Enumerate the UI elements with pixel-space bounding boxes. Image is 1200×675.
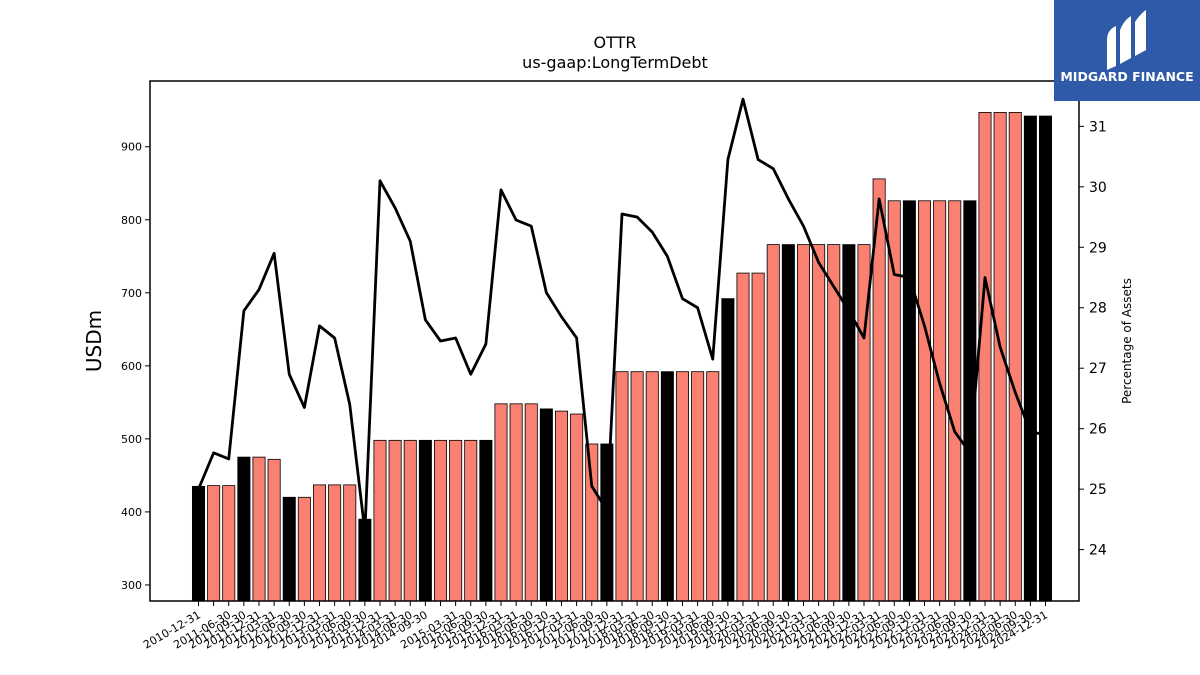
bar — [842, 244, 856, 602]
logo-mark-icon — [1107, 10, 1146, 70]
bar — [766, 244, 780, 602]
bar — [343, 484, 357, 602]
bar — [237, 456, 251, 602]
bar — [585, 443, 599, 602]
logo-text: MIDGARD FINANCE — [1060, 69, 1193, 84]
bar-series — [191, 112, 1053, 602]
bar — [252, 456, 266, 602]
y-tick-label: 500 — [121, 433, 142, 446]
x-axis: 2010-12-312011-06-302011-09-302011-12-31… — [141, 601, 1050, 652]
bar — [388, 439, 402, 602]
bar — [827, 244, 841, 602]
bar — [539, 408, 553, 602]
y-axis-right: 24 25 26 27 28 29 30 31 — [1079, 119, 1107, 559]
bar — [418, 439, 432, 602]
bar — [449, 439, 463, 602]
bar — [267, 458, 281, 602]
bar — [902, 200, 916, 602]
bar — [812, 244, 826, 602]
bar — [1008, 112, 1022, 602]
brand-logo: MIDGARD FINANCE — [1054, 0, 1200, 101]
bar — [191, 485, 205, 602]
bar — [479, 439, 493, 602]
percentage-line — [197, 97, 1046, 533]
y2-tick-label: 26 — [1089, 422, 1107, 438]
y2-tick-label: 25 — [1089, 482, 1107, 498]
bar — [403, 439, 417, 602]
y-tick-label: 900 — [121, 141, 142, 154]
bar — [1023, 115, 1037, 602]
bar — [918, 200, 932, 602]
chart-title: OTTR — [594, 33, 637, 52]
y-tick-label: 400 — [121, 506, 142, 519]
bar — [630, 371, 644, 602]
chart-subtitle: us-gaap:LongTermDebt — [522, 53, 708, 72]
bar — [948, 200, 962, 602]
y-tick-label: 800 — [121, 214, 142, 227]
y-tick-label: 700 — [121, 287, 142, 300]
bar — [509, 403, 523, 602]
y-axis-left: 300 400 500 600 700 800 900 — [121, 141, 150, 592]
bar — [978, 112, 992, 602]
bar — [433, 439, 447, 602]
y-axis-label: USDm — [82, 310, 106, 372]
y2-axis-label: Percentage of Assets — [1120, 278, 1134, 404]
bar — [781, 244, 795, 602]
bar — [464, 439, 478, 602]
bar — [207, 485, 221, 602]
bar — [797, 244, 811, 602]
bar — [721, 298, 735, 602]
bar — [615, 371, 629, 602]
bar — [751, 272, 765, 602]
line-series — [197, 97, 1046, 533]
bar — [691, 371, 705, 602]
bar — [706, 371, 720, 602]
bar — [312, 484, 326, 602]
bar — [282, 496, 296, 602]
y2-tick-label: 30 — [1089, 180, 1107, 196]
bar — [887, 200, 901, 602]
bar — [222, 485, 236, 602]
bar — [1039, 115, 1053, 602]
bar — [297, 496, 311, 602]
bar — [328, 484, 342, 602]
bar — [736, 272, 750, 602]
bar — [645, 371, 659, 602]
y2-tick-label: 27 — [1089, 361, 1107, 377]
y2-tick-label: 24 — [1089, 543, 1107, 559]
bar — [570, 413, 584, 602]
bar — [494, 403, 508, 602]
y-tick-label: 600 — [121, 360, 142, 373]
bar — [373, 439, 387, 602]
bar — [660, 371, 674, 602]
y-tick-label: 300 — [121, 579, 142, 592]
y2-tick-label: 28 — [1089, 301, 1107, 317]
y2-tick-label: 29 — [1089, 240, 1107, 256]
y2-tick-label: 31 — [1089, 119, 1107, 135]
plot-frame — [149, 80, 1080, 602]
bar — [676, 371, 690, 602]
bar — [524, 403, 538, 602]
bar — [555, 410, 569, 602]
bar — [600, 443, 614, 602]
